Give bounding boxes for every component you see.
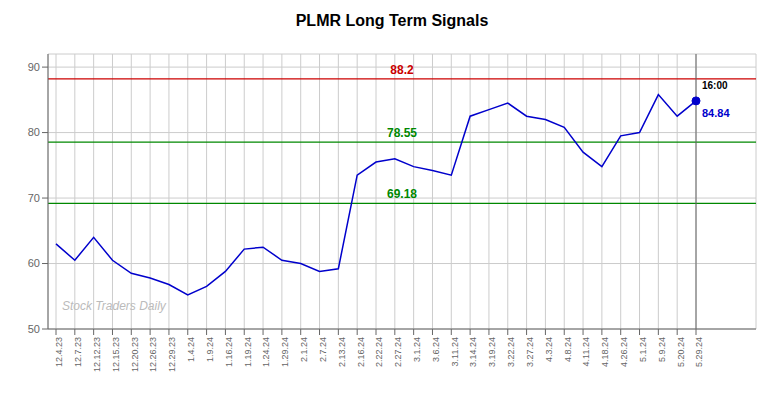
svg-text:12.29.23: 12.29.23: [167, 337, 177, 372]
svg-text:3.19.24: 3.19.24: [487, 337, 497, 367]
svg-text:4.26.24: 4.26.24: [619, 337, 629, 367]
svg-text:50: 50: [28, 323, 40, 335]
svg-text:1.4.24: 1.4.24: [186, 337, 196, 362]
svg-text:84.84: 84.84: [702, 107, 730, 119]
svg-text:3.11.24: 3.11.24: [450, 337, 460, 366]
svg-text:88.2: 88.2: [390, 63, 414, 77]
svg-text:4.8.24: 4.8.24: [563, 337, 573, 362]
svg-text:2.22.24: 2.22.24: [374, 337, 384, 367]
html-text:Stock Traders Daily: Stock Traders Daily: [62, 299, 166, 313]
svg-text:3.1.24: 3.1.24: [412, 337, 422, 362]
svg-text:16:00: 16:00: [702, 80, 728, 91]
svg-text:4.11.24: 4.11.24: [581, 337, 591, 366]
svg-text:12.15.23: 12.15.23: [111, 337, 121, 372]
svg-text:1.16.24: 1.16.24: [224, 337, 234, 367]
svg-text:2.13.24: 2.13.24: [337, 337, 347, 367]
svg-text:12.20.23: 12.20.23: [130, 337, 140, 372]
svg-text:12.12.23: 12.12.23: [92, 337, 102, 372]
svg-text:5.20.24: 5.20.24: [676, 337, 686, 367]
svg-text:4.18.24: 4.18.24: [600, 337, 610, 367]
svg-text:3.22.24: 3.22.24: [506, 337, 516, 367]
svg-text:5.29.24: 5.29.24: [694, 337, 704, 367]
svg-text:69.18: 69.18: [387, 187, 417, 201]
svg-text:12.7.23: 12.7.23: [73, 337, 83, 367]
svg-text:60: 60: [28, 257, 40, 269]
svg-text:1.9.24: 1.9.24: [205, 337, 215, 362]
svg-text:5.9.24: 5.9.24: [657, 337, 667, 362]
svg-text:3.27.24: 3.27.24: [525, 337, 535, 367]
svg-text:80: 80: [28, 126, 40, 138]
svg-text:4.3.24: 4.3.24: [544, 337, 554, 362]
svg-text:3.6.24: 3.6.24: [431, 337, 441, 362]
svg-text:3.14.24: 3.14.24: [469, 337, 479, 367]
svg-text:2.1.24: 2.1.24: [299, 337, 309, 362]
svg-text:12.26.23: 12.26.23: [149, 337, 159, 372]
svg-text:5.1.24: 5.1.24: [638, 337, 648, 362]
svg-text:12.4.23: 12.4.23: [54, 337, 64, 367]
svg-text:1.19.24: 1.19.24: [243, 337, 253, 367]
svg-text:1.24.24: 1.24.24: [261, 337, 271, 367]
svg-text:78.55: 78.55: [387, 126, 417, 140]
svg-text:2.7.24: 2.7.24: [318, 337, 328, 362]
svg-text:90: 90: [28, 61, 40, 73]
svg-text:70: 70: [28, 192, 40, 204]
html-text:PLMR Long Term Signals: PLMR Long Term Signals: [295, 12, 489, 29]
svg-text:2.16.24: 2.16.24: [356, 337, 366, 367]
svg-text:2.27.24: 2.27.24: [393, 337, 403, 367]
svg-text:1.29.24: 1.29.24: [280, 337, 290, 367]
